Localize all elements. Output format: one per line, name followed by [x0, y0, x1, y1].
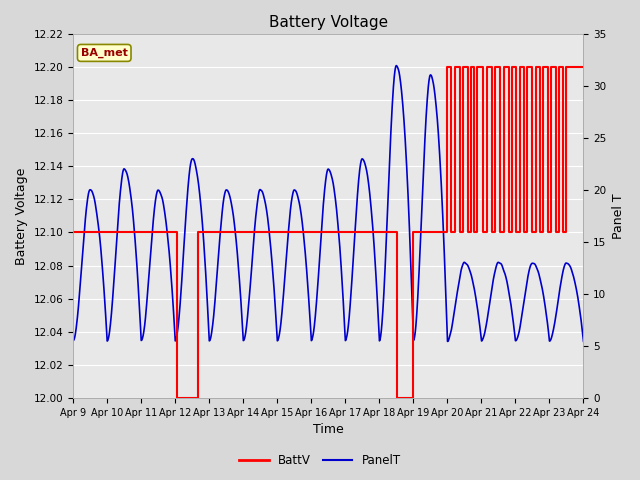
Legend: BattV, PanelT: BattV, PanelT: [234, 449, 406, 472]
X-axis label: Time: Time: [313, 423, 344, 436]
Y-axis label: Battery Voltage: Battery Voltage: [15, 167, 28, 264]
Text: BA_met: BA_met: [81, 48, 128, 58]
Title: Battery Voltage: Battery Voltage: [269, 15, 388, 30]
Y-axis label: Panel T: Panel T: [612, 193, 625, 239]
